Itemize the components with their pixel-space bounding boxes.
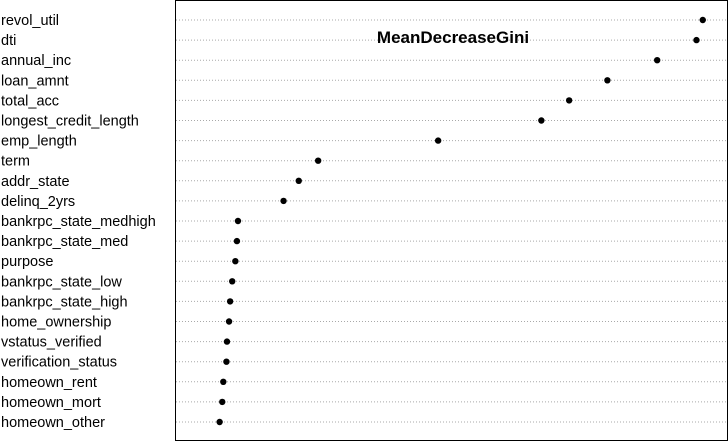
variable-label: bankrpc_state_med: [1, 234, 128, 250]
chart-title: MeanDecreaseGini: [377, 28, 529, 47]
data-point: [223, 358, 230, 365]
variable-label: revol_util: [1, 13, 59, 29]
data-point: [699, 16, 706, 24]
data-point: [234, 217, 242, 225]
variable-label: purpose: [1, 254, 53, 270]
data-point: [295, 177, 302, 184]
data-points: [216, 16, 706, 426]
data-point: [226, 298, 234, 305]
data-point: [565, 97, 573, 104]
data-point: [233, 237, 241, 245]
variable-label: bankrpc_state_medhigh: [1, 214, 156, 230]
data-point: [219, 398, 226, 406]
variable-label: verification_status: [1, 355, 117, 371]
variable-label: annual_inc: [1, 53, 71, 69]
variable-label: vstatus_verified: [1, 335, 102, 351]
variable-label: home_ownership: [1, 315, 111, 331]
data-point: [314, 157, 322, 164]
data-point: [220, 378, 227, 385]
data-point: [232, 258, 239, 265]
grid-lines: [176, 19, 727, 423]
variable-label: dti: [1, 33, 16, 49]
data-point: [223, 338, 231, 345]
variable-label: longest_credit_length: [1, 114, 139, 130]
data-point: [434, 137, 442, 144]
variable-label: homeown_mort: [1, 395, 101, 411]
data-point: [225, 318, 233, 325]
variable-label: total_acc: [1, 93, 59, 109]
variable-label: bankrpc_state_low: [1, 274, 122, 290]
data-point: [229, 278, 236, 285]
variable-label: term: [1, 154, 30, 170]
variable-label: addr_state: [1, 174, 70, 190]
data-point: [538, 117, 545, 124]
variable-label: bankrpc_state_high: [1, 294, 128, 310]
variable-label: homeown_rent: [1, 375, 97, 391]
data-point: [216, 418, 223, 426]
data-point: [693, 36, 700, 44]
variable-label: loan_amnt: [1, 73, 69, 89]
data-point: [604, 77, 611, 84]
variable-label: emp_length: [1, 134, 77, 150]
variable-label: delinq_2yrs: [1, 194, 75, 210]
data-point: [280, 197, 287, 205]
variable-label: homeown_other: [1, 415, 105, 431]
data-point: [653, 57, 661, 64]
